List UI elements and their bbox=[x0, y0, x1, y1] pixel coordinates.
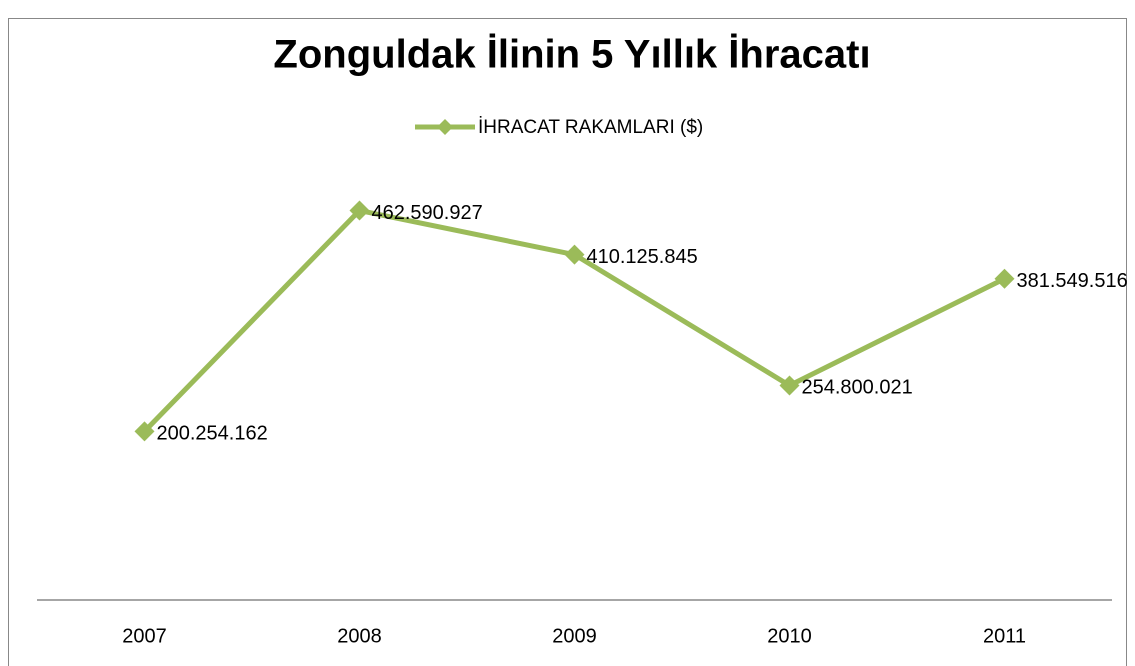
legend-label: İHRACAT RAKAMLARI ($) bbox=[478, 117, 703, 138]
data-label: 381.549.516 bbox=[1017, 270, 1128, 292]
data-label: 462.590.927 bbox=[372, 202, 483, 224]
x-tick-label: 2008 bbox=[337, 625, 382, 647]
line-marker bbox=[349, 200, 370, 221]
chart-border bbox=[8, 18, 1127, 666]
x-tick-label: 2010 bbox=[767, 625, 812, 647]
line-marker bbox=[564, 244, 585, 265]
data-label: 254.800.021 bbox=[802, 377, 913, 399]
line-marker bbox=[134, 421, 155, 442]
chart-title: Zonguldak İlinin 5 Yıllık İhracatı bbox=[273, 33, 870, 77]
legend-marker bbox=[437, 119, 453, 135]
data-label: 410.125.845 bbox=[587, 246, 698, 268]
data-label: 200.254.162 bbox=[157, 423, 268, 445]
x-tick-label: 2011 bbox=[983, 625, 1026, 647]
line-marker bbox=[779, 375, 800, 396]
x-tick-label: 2007 bbox=[122, 625, 167, 647]
line-marker bbox=[994, 268, 1015, 289]
x-tick-label: 2009 bbox=[552, 625, 597, 647]
